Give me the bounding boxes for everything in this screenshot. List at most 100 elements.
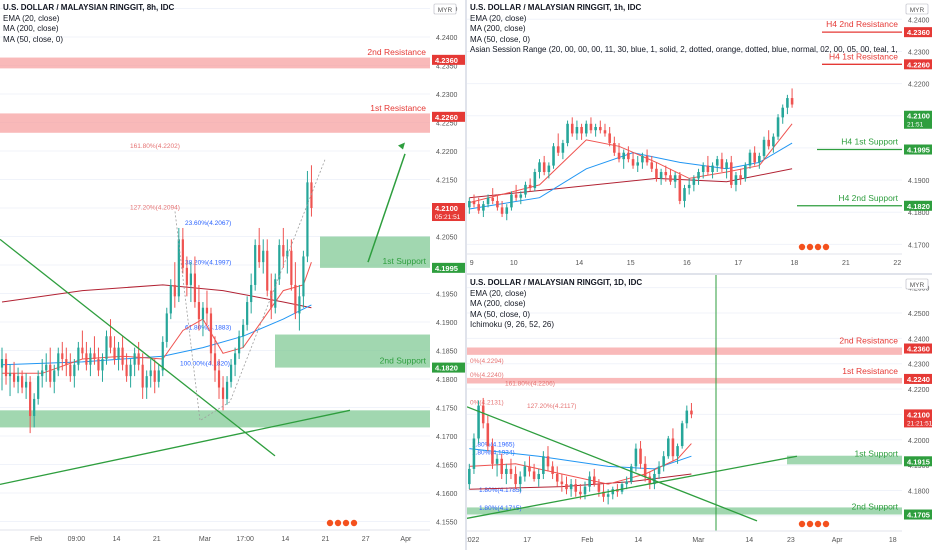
us-my-flag-icon	[813, 519, 822, 528]
time-tick-label: 18	[791, 260, 799, 267]
indicator-ichimoku[interactable]: Ichimoku (9, 26, 52, 26)	[470, 320, 555, 329]
time-tick-label: 9	[470, 260, 474, 267]
candle-body	[477, 405, 480, 439]
time-tick-label: Mar	[692, 537, 705, 544]
price-badge-label: 4.2260	[435, 113, 458, 122]
indicator-ema20[interactable]: EMA (20, close)	[470, 288, 527, 298]
candle-body	[500, 207, 504, 214]
sr-zone	[467, 507, 902, 515]
price-badge-label: 4.2360	[435, 56, 458, 65]
candle-body	[97, 359, 100, 371]
indicator-ma200[interactable]: MA (200, close)	[470, 24, 526, 33]
price-tick-label: 4.1900	[908, 463, 930, 470]
indicator-ema20[interactable]: EMA (20, close)	[3, 13, 60, 23]
fib-label: 1.80%(4.1965)	[472, 442, 515, 449]
candle-body	[12, 373, 16, 382]
indicator-ema20[interactable]: EMA (20, close)	[470, 13, 527, 23]
candle-body	[683, 188, 686, 201]
candle-body	[528, 466, 531, 472]
chart-legend: U.S. DOLLAR / MALAYSIAN RINGGIT, 1h, IDC…	[470, 3, 900, 56]
candle-body	[258, 245, 261, 263]
price-tick-label: 4.1650	[436, 462, 458, 469]
chart-canvas[interactable]: 2nd Resistance 1st Resistance 1st Support 2…	[467, 275, 932, 550]
indicator-asian-session[interactable]: Asian Session Range (20, 00, 00, 00, 11,…	[470, 45, 900, 54]
chart-title: U.S. DOLLAR / MALAYSIAN RINGGIT, 1D, IDC	[470, 278, 643, 287]
candle-body	[298, 296, 301, 314]
candle-body	[477, 204, 480, 211]
fib-label: 1.80%(4.1785)	[479, 487, 522, 494]
sr-zone	[467, 377, 902, 384]
candle-body	[697, 172, 700, 179]
zone-label: 2nd Support	[380, 356, 427, 366]
candle-body	[597, 484, 601, 492]
candle-body	[532, 471, 536, 480]
target-arrow	[367, 153, 406, 263]
currency-tag-label: MYR	[438, 7, 453, 14]
panel-divider[interactable]	[465, 0, 467, 550]
candle-body	[185, 267, 188, 285]
time-tick-label: 21	[842, 260, 850, 267]
candle-body	[117, 347, 120, 360]
indicator-ma50[interactable]: MA (50, close, 0)	[470, 309, 531, 319]
chart-panel-8h[interactable]: U.S. DOLLAR / MALAYSIAN RINGGIT, 8h, IDC…	[0, 0, 465, 550]
time-tick-label: 17:00	[236, 536, 254, 543]
candle-body	[125, 364, 128, 377]
fib-label: 127.20%(4.2117)	[527, 403, 576, 410]
candle-body	[575, 127, 579, 134]
time-tick-label: 21	[153, 536, 161, 543]
candle-body	[537, 473, 541, 480]
indicator-ma50[interactable]: MA (50, close, 0)	[3, 34, 64, 44]
chart-panel-1d[interactable]: U.S. DOLLAR / MALAYSIAN RINGGIT, 1D, IDC…	[467, 275, 932, 550]
candle-body	[229, 364, 233, 382]
candle-body	[636, 162, 640, 166]
candle-body	[238, 336, 241, 354]
sr-zone	[0, 410, 430, 428]
price-badge	[904, 27, 932, 38]
time-tick-label: Apr	[832, 537, 844, 544]
candle-body	[262, 250, 265, 263]
price-tick-label: 4.2300	[908, 362, 930, 369]
price-tick-label: 4.2400	[908, 336, 930, 343]
time-tick-label: Feb	[30, 536, 42, 543]
indicator-ma50[interactable]: MA (50, close, 0)	[470, 34, 531, 44]
candle-body	[242, 324, 245, 337]
candle-body	[542, 456, 545, 474]
candle-body	[121, 347, 124, 365]
candle-body	[496, 200, 499, 208]
candle-body	[505, 207, 509, 214]
candle-body	[744, 165, 747, 179]
candle-body	[570, 123, 574, 134]
indicator-ma200[interactable]: MA (200, close)	[3, 24, 59, 33]
fib-label: 100.00%(4.1820)	[180, 361, 230, 368]
indicator-ma200[interactable]: MA (200, close)	[470, 299, 526, 308]
chart-canvas[interactable]: 2nd Resistance 1st Resistance 1st Support 2…	[0, 0, 465, 550]
time-tick-label: 2022	[467, 537, 480, 544]
candle-body	[685, 410, 689, 424]
candle-body	[137, 353, 140, 365]
chart-panel-1h[interactable]: U.S. DOLLAR / MALAYSIAN RINGGIT, 1h, IDC…	[467, 0, 932, 273]
candle-body	[500, 458, 503, 474]
candle-body	[556, 146, 560, 153]
candle-body	[153, 370, 156, 382]
candle-body	[169, 284, 172, 314]
arrow-head-icon	[398, 142, 405, 150]
price-badge	[904, 59, 932, 70]
candle-body	[790, 98, 794, 105]
candle-body	[177, 239, 180, 297]
price-badge	[904, 373, 932, 384]
candle-body	[491, 197, 495, 201]
candle-body	[61, 353, 64, 360]
panel-divider[interactable]	[467, 273, 932, 275]
us-my-flag-icon	[805, 519, 814, 528]
price-tick-label: 4.2300	[908, 49, 930, 56]
candle-body	[129, 364, 132, 377]
candle-body	[495, 458, 499, 464]
candle-body	[472, 200, 476, 205]
price-tick-label: 4.1700	[908, 242, 930, 249]
candle-body	[772, 136, 775, 147]
countdown-label: 05:21:51	[435, 214, 461, 221]
candle-body	[57, 353, 60, 371]
candle-body	[767, 139, 770, 147]
candle-body	[671, 438, 675, 457]
chart-canvas[interactable]: H4 2nd Resistance H4 1st Resistance H4 1st…	[467, 0, 932, 273]
